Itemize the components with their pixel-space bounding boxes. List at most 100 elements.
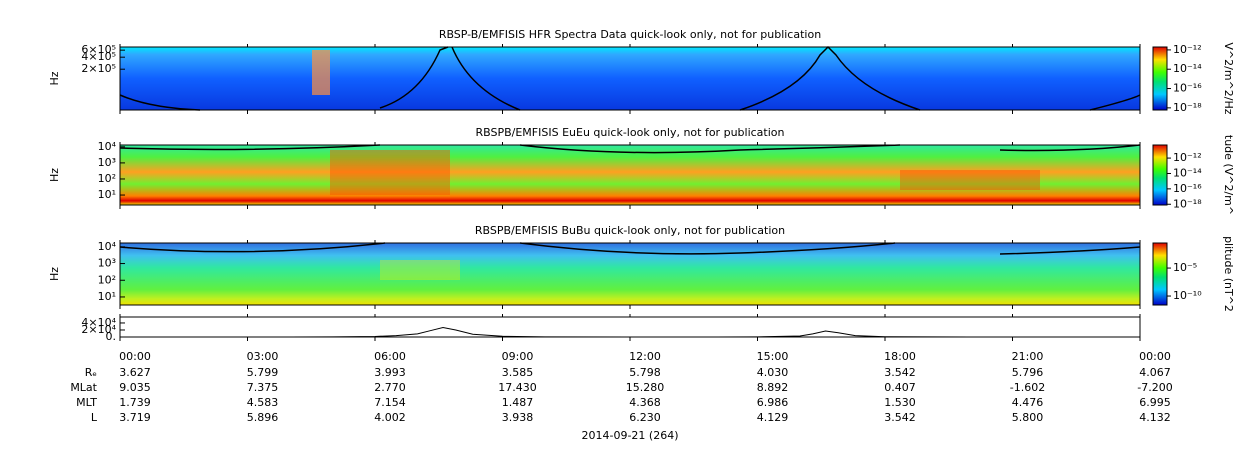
ephemeris-value: 4.002 <box>374 411 406 424</box>
ephemeris-value: 5.796 <box>1012 366 1044 379</box>
colorbar-tick-label: 10⁻¹⁸ <box>1173 101 1202 114</box>
y-tick-label: 4×10⁵ <box>81 50 116 63</box>
ephemeris-value: 7.154 <box>374 396 406 409</box>
panel-title: RBSPB/EMFISIS BuBu quick-look only, not … <box>475 224 785 237</box>
ephemeris-value: 4.067 <box>1139 366 1171 379</box>
spectrogram-image <box>120 47 1140 110</box>
ephemeris-value: 4.476 <box>1012 396 1044 409</box>
ephemeris-value: 3.938 <box>502 411 534 424</box>
x-tick-label: 00:00 <box>119 350 151 363</box>
y-tick-label: 10³ <box>98 156 116 169</box>
ephemeris-value: 3.542 <box>884 366 916 379</box>
spectrogram-image <box>120 243 1140 305</box>
y-tick-label: 10⁴ <box>98 240 117 253</box>
ephemeris-value: 5.800 <box>1012 411 1044 424</box>
ephemeris-value: 0.407 <box>884 381 916 394</box>
colorbar <box>1152 46 1168 111</box>
y-tick-label: 6×10⁵ <box>81 43 116 56</box>
x-tick-label: 21:00 <box>1012 350 1044 363</box>
ephemeris-value: 3.719 <box>119 411 151 424</box>
panel-title: RBSPB/EMFISIS EuEu quick-look only, not … <box>475 126 784 139</box>
ephemeris-value: 4.132 <box>1139 411 1171 424</box>
y-axis-label: Hz <box>48 267 61 281</box>
ephemeris-value: 3.585 <box>502 366 534 379</box>
y-tick-label: 0. <box>106 330 117 343</box>
colorbar-label: plitude (nT^2 <box>1222 236 1235 312</box>
ephemeris-label: Rₑ <box>85 366 97 379</box>
emission <box>380 260 460 280</box>
ephemeris-value: 5.798 <box>629 366 661 379</box>
colorbar-tick-label: 10⁻¹² <box>1173 151 1202 164</box>
colorbar-tick-label: 10⁻¹⁶ <box>1173 182 1202 195</box>
ephemeris-value: 15.280 <box>626 381 665 394</box>
x-tick-label: 15:00 <box>757 350 789 363</box>
ephemeris-value: 1.739 <box>119 396 151 409</box>
density-curve <box>119 242 1141 255</box>
ephemeris-value: 7.375 <box>247 381 279 394</box>
y-tick-label: 10¹ <box>98 290 116 303</box>
x-tick-label: 12:00 <box>629 350 661 363</box>
emission <box>900 170 1040 190</box>
ephemeris-value: 4.129 <box>757 411 789 424</box>
y-tick-label: 10⁴ <box>98 140 117 153</box>
x-tick-label: 00:00 <box>1139 350 1171 363</box>
y-tick-label: 10³ <box>98 257 116 270</box>
emission <box>312 50 330 95</box>
plot-frame <box>119 316 1141 338</box>
x-tick-label: 03:00 <box>247 350 279 363</box>
ephemeris-value: 8.892 <box>757 381 789 394</box>
overlay-curves <box>119 45 1141 280</box>
ephemeris-value: 4.030 <box>757 366 789 379</box>
colorbar <box>1152 242 1168 306</box>
ephemeris-value: 17.430 <box>498 381 537 394</box>
ephemeris-value: 4.368 <box>629 396 661 409</box>
y-tick-label: 2×10⁵ <box>81 62 116 75</box>
colorbar-tick-label: 10⁻⁵ <box>1173 261 1197 274</box>
ephemeris-value: 4.583 <box>247 396 279 409</box>
y-tick-label: 10² <box>98 172 116 185</box>
y-axis-label: Hz <box>48 168 61 182</box>
ephemeris-value: 1.530 <box>884 396 916 409</box>
colorbar-tick-label: 10⁻¹⁴ <box>1173 62 1202 75</box>
y-tick-label: 2×10⁴ <box>81 323 116 336</box>
ephemeris-value: 6.230 <box>629 411 661 424</box>
ephemeris-label: L <box>91 411 98 424</box>
colorbar-label: V^2/m^2/Hz <box>1222 42 1235 114</box>
density-curve <box>119 45 1141 111</box>
colorbar-label: tude (V^2/m^ <box>1222 135 1235 215</box>
colorbar-tick-label: 10⁻¹² <box>1173 43 1202 56</box>
y-tick-label: 10¹ <box>98 188 116 201</box>
y-tick-label: 10² <box>98 273 116 286</box>
x-tick-label: 06:00 <box>374 350 406 363</box>
spectrogram-image <box>120 145 1140 205</box>
colorbar-tick-label: 10⁻¹⁸ <box>1173 197 1202 210</box>
x-tick-label: 18:00 <box>884 350 916 363</box>
ephemeris-value: 6.986 <box>757 396 789 409</box>
ephemeris-value: 9.035 <box>119 381 151 394</box>
ephemeris-value: 5.896 <box>247 411 279 424</box>
ephemeris-value: 3.993 <box>374 366 406 379</box>
ephemeris-label: MLat <box>70 381 97 394</box>
x-tick-label: 09:00 <box>502 350 534 363</box>
colorbar-tick-label: 10⁻¹⁴ <box>1173 166 1202 179</box>
line-series <box>120 327 1140 338</box>
colorbar-tick-label: 10⁻¹⁶ <box>1173 82 1202 95</box>
panel-title: RBSP-B/EMFISIS HFR Spectra Data quick-lo… <box>439 28 821 41</box>
y-tick-label: 4×10⁴ <box>81 316 116 329</box>
ephemeris-value: 5.799 <box>247 366 279 379</box>
ephemeris-value: 2.770 <box>374 381 406 394</box>
ephemeris-value: 3.542 <box>884 411 916 424</box>
y-axis-label: Hz <box>48 71 61 85</box>
ephemeris-value: -7.200 <box>1137 381 1172 394</box>
ephemeris-value: 1.487 <box>502 396 534 409</box>
panels <box>120 47 1140 338</box>
ephemeris-value: 6.995 <box>1139 396 1171 409</box>
axes: 10⁻¹² 10⁻¹⁴ 10⁻¹⁶ 10⁻¹⁸ V^2/m^2/Hz RBSP-B/EMF… <box>48 28 1235 442</box>
emission <box>330 150 450 195</box>
colorbar <box>1152 144 1168 206</box>
date-label: 2014-09-21 (264) <box>581 429 678 442</box>
ephemeris-label: MLT <box>76 396 97 409</box>
colorbar-tick-label: 10⁻¹⁰ <box>1173 289 1202 302</box>
ephemeris-value: 3.627 <box>119 366 151 379</box>
